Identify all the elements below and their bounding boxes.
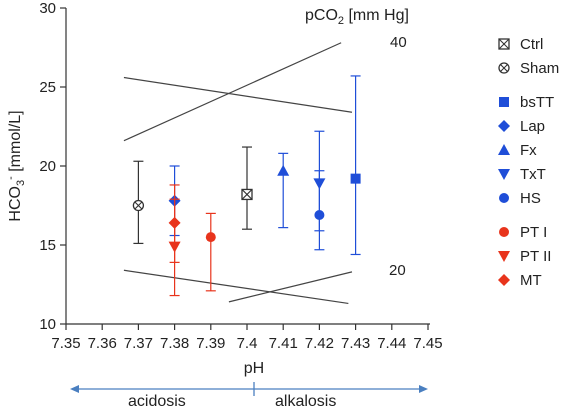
legend-marker	[499, 227, 509, 237]
marker-triangle-down	[498, 251, 510, 262]
data-points	[132, 75, 361, 297]
data-point	[277, 164, 290, 176]
data-point	[241, 188, 253, 201]
legend: Ctrl Sham bsTT Lap Fx TxT HS PT I PT II MT	[498, 36, 559, 289]
marker-triangle-up	[277, 164, 290, 176]
x-tick-label: 7.45	[413, 335, 442, 352]
marker-triangle-up	[498, 144, 510, 155]
y-tick-label: 15	[39, 237, 56, 254]
legend-item-pt-ii: PT II	[498, 248, 551, 265]
series-pt-i	[205, 212, 216, 292]
data-point	[350, 173, 361, 184]
x-tick-label: 7.43	[341, 335, 370, 352]
legend-marker	[498, 144, 510, 155]
series-hs	[314, 130, 325, 232]
legend-marker	[498, 120, 510, 132]
legend-item-txt: TxT	[498, 166, 546, 183]
legend-item-pt-i: PT I	[499, 224, 547, 241]
isobar-label-40: 40	[390, 34, 407, 51]
legend-label: PT II	[520, 248, 551, 265]
data-point	[205, 232, 216, 243]
series-ctrl	[241, 146, 253, 230]
legend-label: Ctrl	[520, 36, 543, 53]
marker-diamond	[498, 120, 510, 132]
series-sham	[132, 160, 145, 245]
isobar-line	[123, 76, 353, 113]
legend-label: TxT	[520, 166, 546, 183]
y-tick-label: 10	[39, 316, 56, 333]
data-point	[168, 216, 181, 229]
isobar-label-20: 20	[389, 262, 406, 279]
x-tick-label: 7.44	[377, 335, 406, 352]
data-point	[132, 199, 145, 212]
x-axis-label: pH	[244, 360, 264, 377]
data-point	[314, 209, 325, 220]
legend-marker	[498, 169, 510, 180]
y-axis-label: HCO3- [mmol/L]	[5, 110, 27, 221]
marker-cross	[500, 64, 508, 72]
y-tick-label: 25	[39, 79, 56, 96]
marker-square	[499, 97, 509, 107]
legend-marker	[499, 193, 509, 203]
y-tick-label: 20	[39, 158, 56, 175]
legend-marker	[498, 62, 510, 74]
marker-triangle-down	[498, 169, 510, 180]
x-tick-label: 7.38	[160, 335, 189, 352]
y-tick-label: 30	[39, 0, 56, 17]
legend-item-hs: HS	[499, 190, 541, 207]
marker-cross	[498, 38, 510, 50]
series-fx	[277, 152, 290, 229]
marker-diamond	[168, 216, 181, 229]
legend-marker	[498, 274, 510, 286]
isobar-line	[123, 269, 349, 305]
legend-item-bstt: bsTT	[499, 94, 554, 111]
ph-scale	[70, 382, 428, 396]
marker-cross	[134, 201, 143, 210]
isobar-line	[228, 271, 353, 303]
alkalosis-label: alkalosis	[275, 393, 336, 408]
x-tick-label: 7.39	[196, 335, 225, 352]
legend-marker	[498, 251, 510, 262]
series-mt	[168, 198, 181, 263]
marker-circle	[205, 232, 216, 243]
legend-item-ctrl: Ctrl	[498, 36, 543, 53]
marker-cross	[241, 189, 253, 200]
legend-item-lap: Lap	[498, 118, 545, 135]
legend-item-mt: MT	[498, 272, 542, 289]
axes: 10 15 20 25 30 7.35 7.36 7.37 7.38 7.39 7.4 7.41 7.4…	[39, 0, 442, 352]
legend-marker	[499, 97, 509, 107]
legend-label: Lap	[520, 118, 545, 135]
isobar-title: pCO2 [mm Hg]	[305, 7, 409, 27]
legend-marker	[498, 38, 510, 50]
legend-label: HS	[520, 190, 541, 207]
marker-circle	[499, 193, 509, 203]
acidosis-label: acidosis	[128, 393, 186, 408]
x-tick-label: 7.37	[124, 335, 153, 352]
ph-arrow-left-head	[70, 385, 79, 393]
legend-item-sham: Sham	[498, 60, 559, 77]
ph-arrow-right-head	[419, 385, 428, 393]
x-tick-label: 7.42	[305, 335, 334, 352]
legend-label: MT	[520, 272, 542, 289]
legend-label: Fx	[520, 142, 537, 159]
x-tick-label: 7.4	[237, 335, 258, 352]
series-bstt	[350, 75, 361, 256]
x-tick-label: 7.36	[88, 335, 117, 352]
isobar-line	[123, 42, 342, 142]
legend-label: PT I	[520, 224, 547, 241]
legend-item-fx: Fx	[498, 142, 537, 159]
isobar-lines	[123, 42, 353, 305]
x-tick-label: 7.35	[51, 335, 80, 352]
x-tick-label: 7.41	[269, 335, 298, 352]
marker-circle	[499, 227, 509, 237]
marker-square	[350, 173, 361, 184]
legend-label: bsTT	[520, 94, 554, 111]
marker-diamond	[498, 274, 510, 286]
legend-label: Sham	[520, 60, 559, 77]
marker-circle	[314, 209, 325, 220]
